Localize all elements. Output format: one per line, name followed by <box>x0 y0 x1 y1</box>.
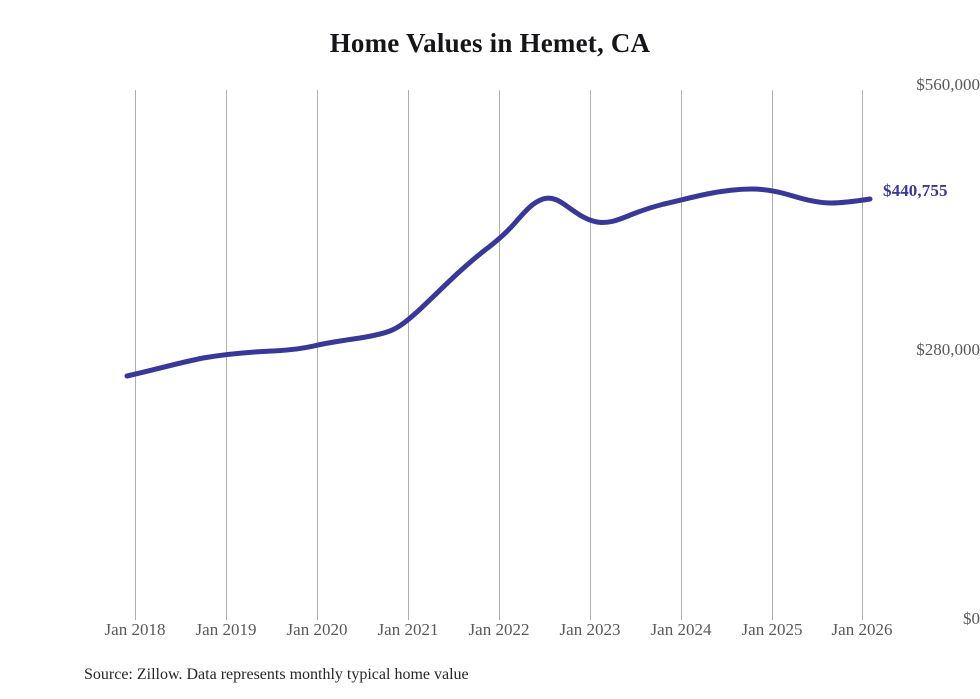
endpoint-value-label: $440,755 <box>883 181 948 200</box>
data-series-typical-home-value <box>124 186 873 379</box>
x-axis-tick-jan-2019: Jan 2019 <box>195 620 257 639</box>
x-axis-tick-jan-2025: Jan 2025 <box>741 620 803 639</box>
y-axis-tick-top: $560,000 <box>916 75 980 94</box>
x-axis-tick-jan-2018: Jan 2018 <box>104 620 166 639</box>
x-axis-tick-jan-2026: Jan 2026 <box>831 620 893 639</box>
x-axis-tick-jan-2020: Jan 2020 <box>286 620 348 639</box>
x-axis-tick-jan-2021: Jan 2021 <box>377 620 439 639</box>
x-axis-tick-jan-2023: Jan 2023 <box>559 620 621 639</box>
y-axis-tick-zero: $0 <box>963 609 980 628</box>
source-note: Source: Zillow. Data represents monthly … <box>84 666 469 683</box>
x-axis-tick-jan-2022: Jan 2022 <box>468 620 530 639</box>
chart-title: Home Values in Hemet, CA <box>329 28 651 58</box>
x-axis-tick-jan-2024: Jan 2024 <box>650 620 712 639</box>
y-axis-tick-mid: $280,000 <box>916 340 980 359</box>
